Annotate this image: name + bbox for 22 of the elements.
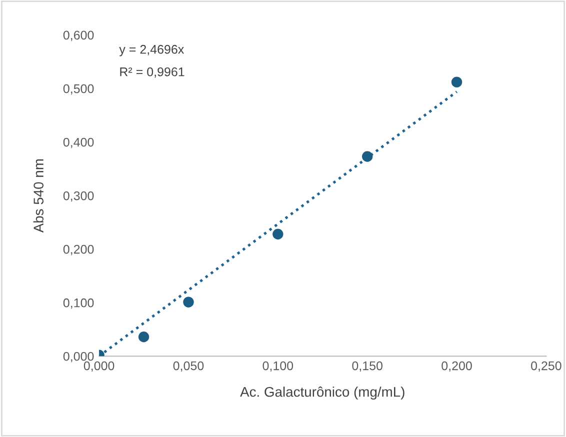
y-tick-label: 0,500	[63, 84, 94, 95]
annotation: y = 2,4696x	[119, 44, 184, 56]
y-tick-label: 0,100	[63, 298, 94, 309]
point	[362, 151, 373, 162]
point	[183, 296, 194, 308]
y-tick-label: 0,300	[63, 191, 94, 202]
x-tick-label: 0,200	[442, 361, 472, 372]
y-axis-title: Abs 540 nm	[33, 159, 44, 233]
y-tick-label: 0,000	[63, 352, 94, 362]
x-axis-title: Ac. Galacturônico (mg/mL)	[240, 386, 404, 400]
point	[272, 228, 284, 240]
point	[138, 332, 150, 342]
annotation: R² = 0,9961	[120, 67, 184, 78]
x-tick-label: 0,000	[84, 361, 114, 372]
y-tick-label: 0,200	[63, 244, 94, 256]
y-tick-label: 0,600	[63, 30, 94, 42]
point	[451, 76, 462, 88]
x-tick-label: 0,250	[531, 361, 562, 372]
x-tick-label: 0,050	[173, 361, 204, 372]
x-tick-label: 0,150	[352, 361, 382, 372]
x-tick-label: 0,100	[262, 361, 294, 372]
y-tick-label: 0,400	[63, 138, 94, 148]
